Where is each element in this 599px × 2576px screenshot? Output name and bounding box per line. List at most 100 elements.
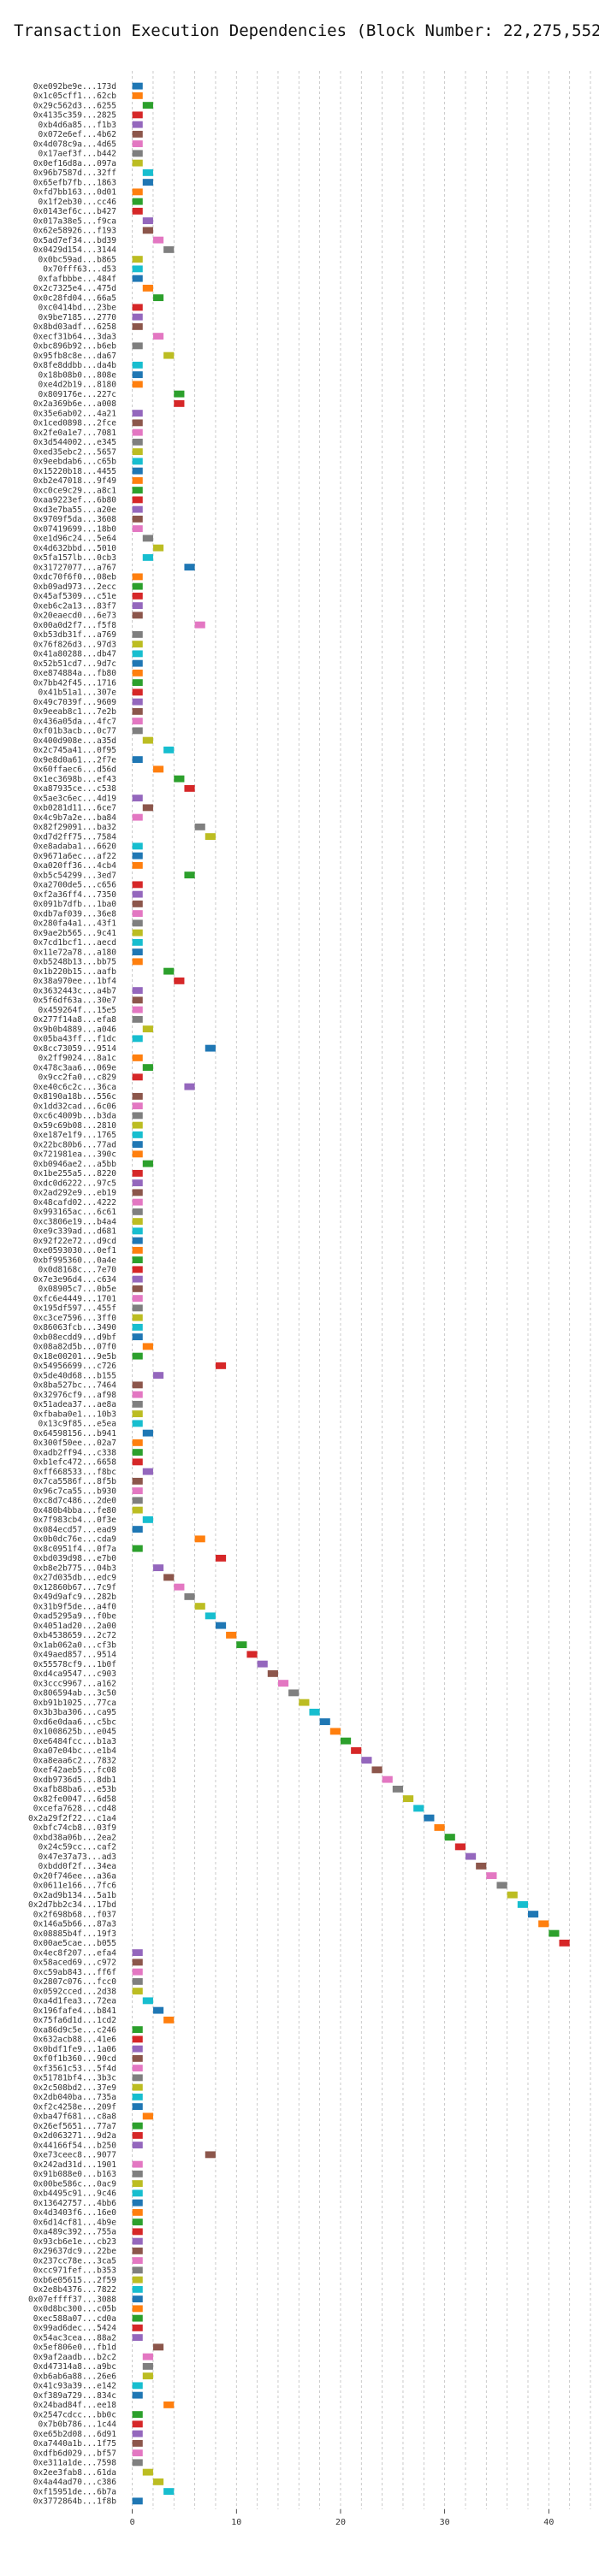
bar — [132, 1477, 143, 1485]
y-tick-label: 0x24bad84f...ee18 — [33, 2401, 117, 2410]
y-tick-label: 0x49aed857...9514 — [33, 1651, 117, 1660]
bar — [413, 1805, 424, 1812]
y-tick-label: 0x300f50ee...02a7 — [33, 1439, 116, 1448]
y-tick-label: 0x54ac3cea...88a2 — [33, 2333, 116, 2343]
bar — [132, 1410, 143, 1418]
y-tick-label: 0xfafbbbe...484f — [38, 275, 116, 284]
bar — [132, 458, 143, 465]
y-tick-label: 0x3772864b...1f8b — [33, 2497, 117, 2507]
y-tick-label: 0x32976cf9...af98 — [33, 1391, 117, 1400]
y-tick-label: 0x00a0d2f7...f5f8 — [33, 621, 117, 630]
bar — [132, 1237, 143, 1244]
y-tick-label: 0xdb9736d5...8db1 — [33, 1775, 117, 1785]
bar — [132, 525, 143, 533]
y-tick-label: 0x480b4bba...fe80 — [33, 1506, 117, 1515]
y-tick-label: 0x5ae3c6ec...4d19 — [33, 794, 117, 803]
bar — [132, 2026, 143, 2034]
bar — [132, 140, 143, 148]
bar — [132, 1314, 143, 1321]
y-tick-label: 0x2547cdcc...bb0c — [33, 2410, 116, 2419]
y-tick-label: 0x20eaecd0...6e73 — [33, 612, 116, 621]
bar — [486, 1872, 497, 1880]
y-tick-label: 0x05ba43ff...f1dc — [33, 1035, 116, 1044]
y-tick-label: 0x1dd32cad...6c06 — [33, 1102, 117, 1111]
bar — [132, 476, 143, 484]
y-tick-label: 0x96b7587d...32ff — [33, 168, 116, 178]
bar — [163, 1574, 175, 1581]
bar — [434, 1823, 445, 1831]
y-tick-label: 0x0429d154...3144 — [33, 245, 117, 255]
bar — [132, 2391, 143, 2399]
bar — [132, 1526, 143, 1533]
bar — [152, 2006, 164, 2014]
bar — [132, 515, 143, 523]
bar — [465, 1852, 477, 1860]
bar — [424, 1814, 435, 1822]
y-tick-label: 0x22bc80b6...77ad — [33, 1140, 116, 1149]
bar — [132, 1141, 143, 1149]
y-tick-label: 0xeb6c2a13...83f7 — [33, 601, 116, 611]
bar — [132, 1131, 143, 1138]
y-tick-label: 0x08a82d5b...07f0 — [33, 1343, 117, 1352]
bar — [205, 1044, 216, 1052]
bar — [163, 352, 175, 359]
x-tick-label: 0 — [130, 2518, 135, 2527]
y-tick-label: 0x5f6df63a...30e7 — [33, 996, 116, 1006]
y-tick-label: 0x0d8bc300...c05b — [33, 2305, 117, 2314]
bar — [184, 784, 195, 792]
y-tick-label: 0xd47314a8...a9bc — [33, 2362, 116, 2372]
bar — [132, 1218, 143, 1226]
bar — [132, 2122, 143, 2130]
bar — [132, 2228, 143, 2236]
y-tick-label: 0xa2700de5...c656 — [33, 881, 117, 890]
y-tick-label: 0x0592cced...2d38 — [33, 1987, 117, 1996]
bar — [174, 775, 185, 783]
bar — [132, 111, 143, 119]
bar — [340, 1737, 352, 1745]
bar — [132, 438, 143, 446]
bar — [132, 948, 143, 956]
y-tick-label: 0x70fff63...d53 — [43, 265, 116, 275]
y-tick-label: 0x4051ad20...2a00 — [33, 1622, 117, 1631]
y-tick-label: 0x7e3e96d4...c634 — [33, 1275, 117, 1285]
bar — [132, 198, 143, 205]
bar — [132, 1179, 143, 1187]
y-tick-label: 0x4135c359...2825 — [33, 111, 116, 121]
y-tick-label: 0xa4d1fea3...72ea — [33, 1997, 116, 2006]
y-tick-label: 0x00ae5cae...b055 — [33, 1939, 116, 1948]
bar — [132, 1323, 143, 1331]
bar — [132, 1439, 143, 1446]
y-tick-label: 0xdc0d6222...97c5 — [33, 1179, 116, 1188]
bar — [527, 1911, 539, 1918]
y-tick-label: 0x9cc2fa0...c829 — [38, 1073, 116, 1083]
bar — [538, 1920, 549, 1928]
y-tick-label: 0xd4ca9547...c903 — [33, 1669, 116, 1679]
bar — [277, 1680, 289, 1687]
y-tick-label: 0x993165ac...6c61 — [33, 1208, 117, 1217]
bar — [132, 410, 143, 417]
bar — [194, 1535, 205, 1543]
bar — [132, 756, 143, 764]
y-tick-label: 0xb4d6a85...f1b3 — [38, 121, 116, 130]
bar — [132, 881, 143, 889]
bar — [132, 842, 143, 850]
y-tick-label: 0xa8eaa6c2...7832 — [33, 1756, 116, 1765]
bar — [152, 1372, 164, 1380]
y-tick-label: 0x20f746ee...a36a — [33, 1871, 116, 1881]
bar — [132, 428, 143, 436]
y-tick-label: 0x29c562d3...6255 — [33, 101, 116, 110]
y-tick-label: 0x9eebdab6...c65b — [33, 458, 117, 467]
y-tick-label: 0x75fa6d1d...1cd2 — [33, 2016, 116, 2025]
bar — [132, 159, 143, 167]
y-tick-label: 0x15220b18...4455 — [33, 467, 116, 476]
y-tick-label: 0x237cc78e...3ca5 — [33, 2256, 116, 2266]
y-tick-label: 0x38a970ee...1bf4 — [33, 977, 117, 986]
y-tick-label: 0xb6e05615...2f59 — [33, 2276, 117, 2285]
y-tick-label: 0xff668533...f8bc — [33, 1468, 116, 1477]
y-tick-label: 0xdc70f6f0...08eb — [33, 573, 117, 582]
y-tick-label: 0x9671a6ec...af22 — [33, 852, 116, 861]
y-tick-label: 0xe1d96c24...5e64 — [33, 535, 117, 544]
bar — [132, 2219, 143, 2226]
y-tick-label: 0x9709f5da...3608 — [33, 515, 117, 524]
bar — [132, 602, 143, 610]
